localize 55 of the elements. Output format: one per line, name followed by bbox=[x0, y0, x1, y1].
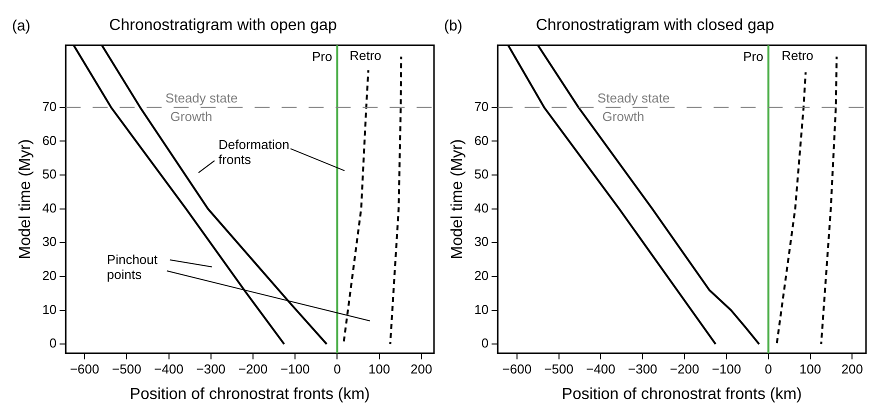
ref-line-label: Pro bbox=[743, 48, 764, 64]
annotation: Pinchout points bbox=[106, 252, 158, 282]
annotation: Retro bbox=[350, 48, 382, 64]
chart-title: Chronostratigram with open gap bbox=[109, 17, 337, 34]
x-tick-label: −300 bbox=[196, 362, 226, 377]
y-tick-label: 60 bbox=[42, 132, 57, 148]
x-tick-label: 100 bbox=[368, 362, 390, 377]
x-tick-label: 200 bbox=[410, 362, 432, 377]
x-tick-label: −600 bbox=[502, 362, 532, 377]
x-axis-title: Position of chronostrat fronts (km) bbox=[130, 386, 370, 403]
ref-line-label: Steady state bbox=[165, 90, 238, 106]
x-tick-label: 100 bbox=[799, 362, 822, 377]
x-tick-label: −500 bbox=[112, 362, 142, 377]
annotation: Retro bbox=[782, 48, 814, 64]
x-tick-label: 0 bbox=[334, 362, 341, 377]
line-series bbox=[389, 56, 402, 346]
y-tick-label: 0 bbox=[481, 336, 489, 351]
x-tick-label: −200 bbox=[670, 362, 700, 377]
text: (a) bbox=[12, 18, 30, 35]
ref-line-label: Steady state bbox=[597, 90, 670, 106]
y-tick-label: 50 bbox=[42, 166, 57, 182]
x-tick-label: −400 bbox=[154, 362, 184, 377]
x-axis-title: Position of chronostrat fronts (km) bbox=[562, 386, 802, 403]
y-tick-label: 70 bbox=[42, 98, 57, 114]
y-tick-label: 30 bbox=[474, 234, 489, 250]
x-tick-label: 200 bbox=[841, 362, 864, 377]
y-axis-title: Model time (Myr) bbox=[449, 139, 466, 260]
annotation: Deformation fronts bbox=[218, 136, 290, 167]
line-series bbox=[776, 71, 807, 346]
y-tick-label: 50 bbox=[474, 166, 489, 182]
x-tick-label: −100 bbox=[280, 362, 310, 377]
annotation: Growth bbox=[602, 109, 644, 124]
text: (b) bbox=[444, 18, 462, 35]
x-tick-label: −500 bbox=[544, 362, 574, 377]
y-tick-label: 0 bbox=[49, 336, 57, 351]
y-tick-label: 40 bbox=[42, 200, 57, 216]
y-tick-label: 10 bbox=[474, 302, 489, 317]
x-tick-label: −400 bbox=[586, 362, 616, 377]
x-tick-label: 0 bbox=[764, 362, 772, 377]
x-tick-label: −600 bbox=[70, 362, 100, 377]
x-tick-label: −100 bbox=[712, 362, 742, 377]
x-tick-label: −300 bbox=[628, 362, 658, 377]
line-series bbox=[820, 56, 838, 346]
y-tick-label: 30 bbox=[42, 234, 57, 250]
y-tick-label: 70 bbox=[474, 98, 489, 114]
y-tick-label: 40 bbox=[474, 200, 489, 216]
chart-title: Chronostratigram with closed gap bbox=[536, 17, 774, 34]
x-tick-label: −200 bbox=[238, 362, 268, 377]
y-tick-label: 60 bbox=[474, 132, 489, 148]
annotation: Growth bbox=[170, 109, 212, 124]
y-tick-label: 20 bbox=[42, 268, 57, 284]
ref-line-label: Pro bbox=[312, 48, 332, 64]
y-axis-title: Model time (Myr) bbox=[17, 139, 34, 260]
y-tick-label: 10 bbox=[42, 302, 57, 317]
y-tick-label: 20 bbox=[474, 268, 489, 284]
